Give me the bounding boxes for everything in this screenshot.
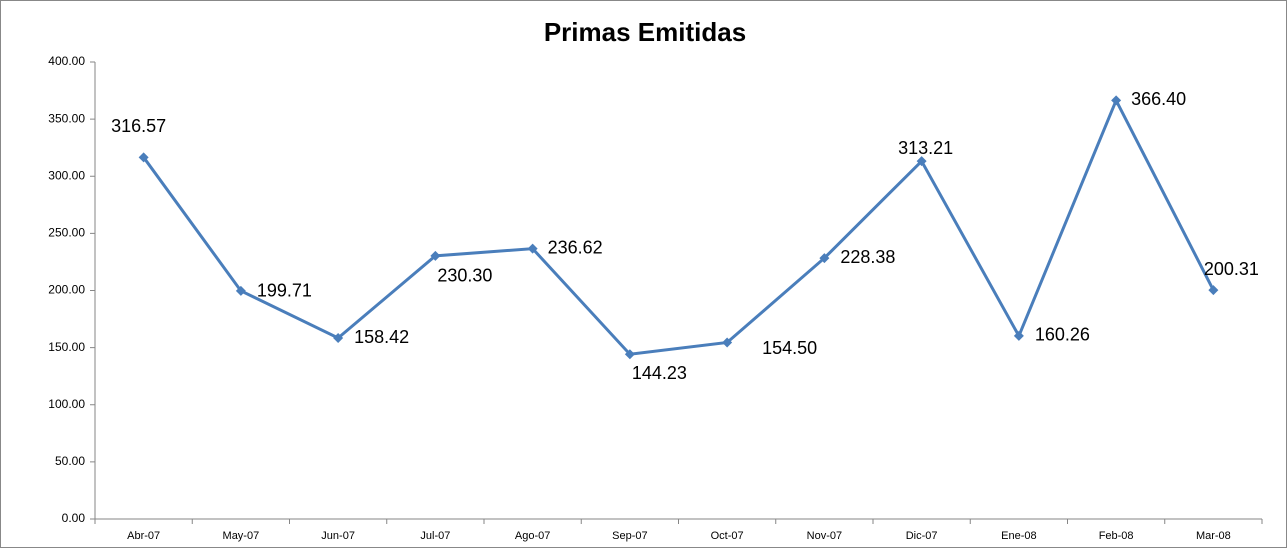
marker <box>1013 330 1024 341</box>
chart-title: Primas Emitidas <box>544 17 746 47</box>
y-tick-label: 100.00 <box>48 397 85 411</box>
y-tick-label: 300.00 <box>48 168 85 182</box>
data-label: 230.30 <box>437 266 492 286</box>
data-label: 199.71 <box>257 281 312 301</box>
x-tick-label: Jun-07 <box>321 530 355 542</box>
data-label: 236.62 <box>548 237 603 257</box>
x-tick-label: Abr-07 <box>127 530 160 542</box>
marker <box>722 337 733 348</box>
marker <box>527 243 538 254</box>
x-tick-label: Dic-07 <box>906 530 938 542</box>
x-tick-label: Nov-07 <box>807 530 842 542</box>
data-label: 316.57 <box>111 116 166 136</box>
x-tick-label: Ago-07 <box>515 530 550 542</box>
marker <box>333 333 344 344</box>
data-label: 144.23 <box>632 363 687 383</box>
y-tick-label: 150.00 <box>48 340 85 354</box>
data-label: 313.21 <box>898 138 953 158</box>
y-tick-label: 350.00 <box>48 111 85 125</box>
marker <box>916 156 927 167</box>
y-tick-label: 0.00 <box>62 511 86 525</box>
marker <box>1208 285 1219 296</box>
x-tick-label: May-07 <box>223 530 260 542</box>
data-label: 200.31 <box>1204 259 1259 279</box>
marker <box>624 349 635 360</box>
x-tick-label: Ene-08 <box>1001 530 1036 542</box>
y-tick-label: 250.00 <box>48 226 85 240</box>
y-tick-label: 50.00 <box>55 454 85 468</box>
x-tick-label: Oct-07 <box>711 530 744 542</box>
marker <box>819 253 830 264</box>
marker <box>1111 95 1122 106</box>
data-label: 158.42 <box>354 327 409 347</box>
y-tick-label: 400.00 <box>48 54 85 68</box>
marker <box>430 250 441 261</box>
x-tick-label: Feb-08 <box>1099 530 1134 542</box>
data-label: 154.50 <box>762 338 817 358</box>
y-tick-label: 200.00 <box>48 283 85 297</box>
x-tick-label: Jul-07 <box>420 530 450 542</box>
marker <box>138 152 149 163</box>
x-tick-label: Mar-08 <box>1196 530 1231 542</box>
line <box>142 96 1215 356</box>
x-tick-label: Sep-07 <box>612 530 647 542</box>
data-label: 160.26 <box>1035 325 1090 345</box>
marker <box>235 285 246 296</box>
data-label: 366.40 <box>1131 89 1186 109</box>
data-label: 228.38 <box>840 247 895 267</box>
